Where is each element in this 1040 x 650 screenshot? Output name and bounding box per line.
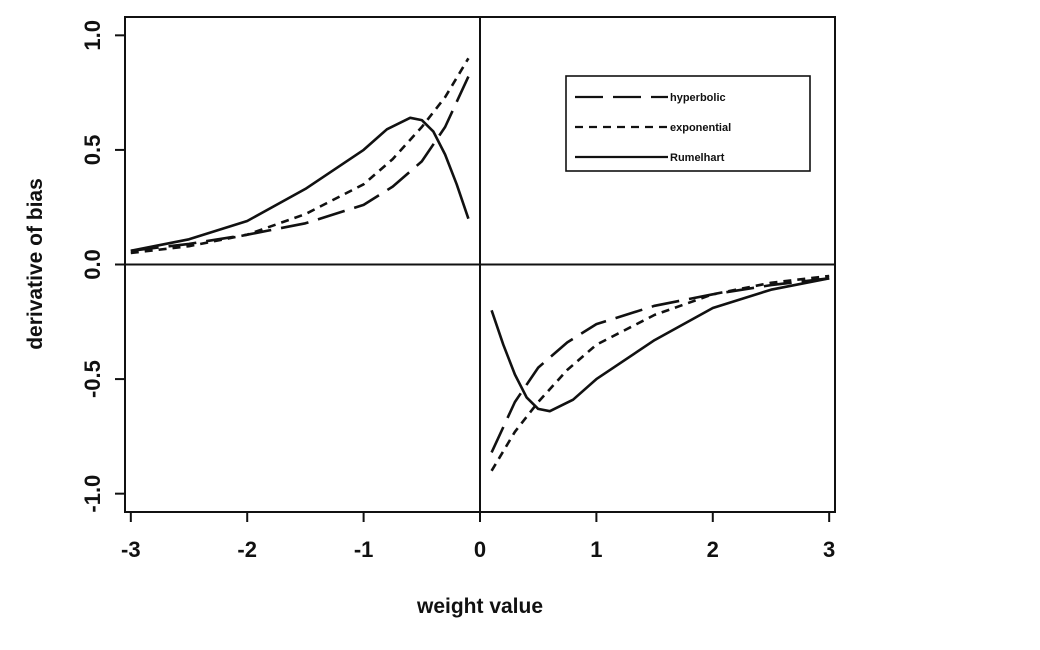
x-tick-label: 2 <box>707 537 719 562</box>
legend-box <box>565 75 811 172</box>
series-line-rumelhart-positive <box>490 277 830 413</box>
legend-label-rumelhart: Rumelhart <box>670 152 725 164</box>
y-tick-label: -1.0 <box>80 475 105 513</box>
caption-strip <box>0 640 1040 650</box>
y-tick-label: 1.0 <box>80 20 105 51</box>
series-line-hyperbolic-negative <box>130 76 470 253</box>
series-line-exponential-positive <box>490 274 830 472</box>
legend-label-hyperbolic: hyperbolic <box>670 92 726 104</box>
x-tick-label: 3 <box>823 537 835 562</box>
x-tick-label: -3 <box>121 537 141 562</box>
x-tick-label: -2 <box>237 537 257 562</box>
x-tick-label: -1 <box>354 537 374 562</box>
y-tick-label: 0.5 <box>80 135 105 166</box>
x-tick-label: 0 <box>474 537 486 562</box>
series-line-rumelhart-negative <box>130 116 470 253</box>
series-line-exponential-negative <box>130 57 470 255</box>
y-tick-label: -0.5 <box>80 360 105 398</box>
y-axis-title: derivative of bias <box>24 178 47 350</box>
x-tick-label: 1 <box>590 537 602 562</box>
x-axis-title: weight value <box>416 595 543 618</box>
y-tick-label: 0.0 <box>80 249 105 280</box>
legend: hyperbolic exponential Rumelhart <box>565 75 811 172</box>
series-line-hyperbolic-positive <box>490 277 830 453</box>
y-ticks: -1.0 -0.5 0.0 0.5 1.0 <box>80 20 125 513</box>
legend-label-exponential: exponential <box>670 122 731 134</box>
series-lines <box>130 57 830 472</box>
x-ticks: -3 -2 -1 0 1 2 3 <box>121 512 835 562</box>
